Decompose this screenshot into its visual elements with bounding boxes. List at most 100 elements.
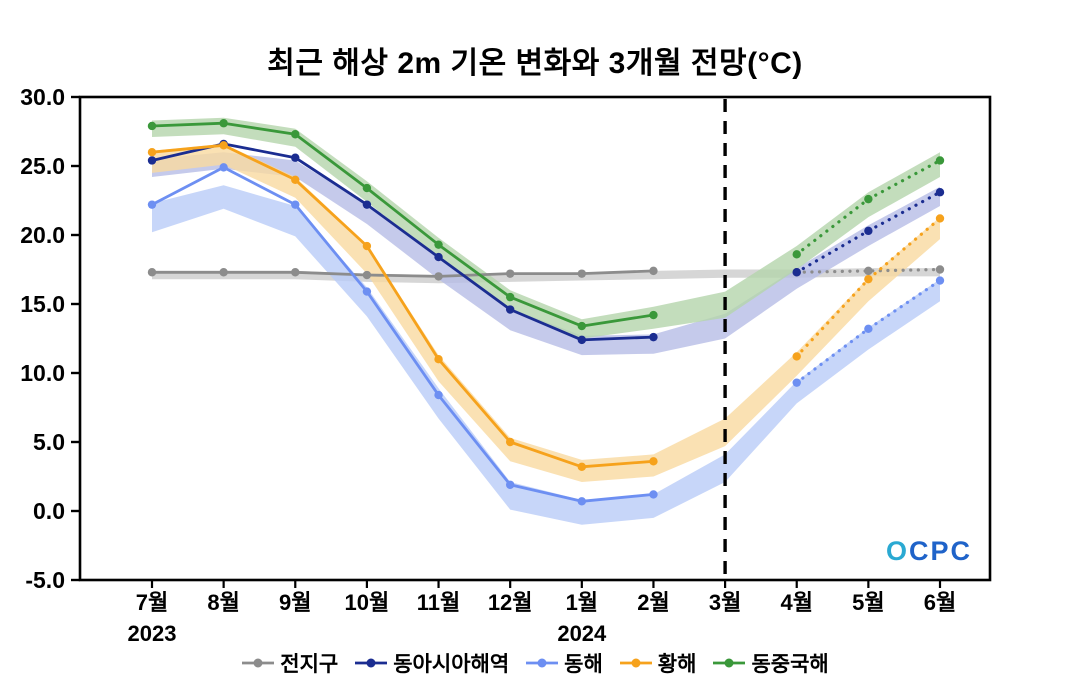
forecast-point-황해 <box>792 352 801 361</box>
point-동중국해 <box>649 310 658 320</box>
plot-border <box>78 95 992 582</box>
point-황해 <box>147 148 157 157</box>
point-동중국해 <box>362 183 372 193</box>
x-tick-label: 7월 <box>136 590 168 615</box>
forecast-point-동중국해 <box>864 194 873 204</box>
point-동중국해 <box>577 321 587 331</box>
forecast-point-황해 <box>935 214 945 223</box>
point-황해 <box>362 241 372 251</box>
legend-marker-icon <box>526 658 559 668</box>
y-tick-label: 15.0 <box>20 291 65 317</box>
point-동아시아해역 <box>649 332 658 342</box>
legend-item-황해: 황해 <box>619 648 697 678</box>
y-tick-label: 10.0 <box>20 360 65 386</box>
legend-marker-icon <box>355 658 388 668</box>
legend-marker-icon <box>713 658 746 668</box>
point-전지구 <box>577 269 587 278</box>
point-동중국해 <box>147 121 157 131</box>
x-tick-label: 6월 <box>924 590 956 615</box>
observed-line-동아시아해역 <box>151 142 654 342</box>
legend-item-동중국해: 동중국해 <box>712 648 829 678</box>
point-동해 <box>505 480 515 489</box>
point-전지구 <box>219 268 228 277</box>
x-tick-label: 5월 <box>852 590 884 615</box>
x-tick-label: 9월 <box>279 590 311 615</box>
point-황해 <box>219 141 228 150</box>
point-전지구 <box>147 268 157 277</box>
point-동중국해 <box>219 119 228 128</box>
forecast-point-전지구 <box>935 265 945 274</box>
point-전지구 <box>434 272 443 281</box>
y-tick-label: 25.0 <box>20 153 65 179</box>
point-동해 <box>219 163 228 172</box>
observed-line-동해 <box>151 165 654 503</box>
point-전지구 <box>362 270 372 280</box>
x-tick-label: 10월 <box>345 590 390 615</box>
forecast-point-동해 <box>864 324 873 334</box>
point-황해 <box>649 457 658 466</box>
x-tick-label: 8월 <box>207 590 239 615</box>
y-tick-label: -5.0 <box>25 567 65 593</box>
point-전지구 <box>649 266 658 276</box>
point-전지구 <box>291 268 300 277</box>
x-tick-label: 11월 <box>417 590 461 615</box>
y-tick-label: 20.0 <box>20 222 65 248</box>
forecast-point-동해 <box>792 378 801 387</box>
x-tick-label: 12월 <box>488 590 533 615</box>
legend-label: 전지구 <box>280 653 339 676</box>
point-황해 <box>505 437 515 447</box>
y-tick-label: 5.0 <box>33 429 65 455</box>
observed-line-전지구 <box>152 269 654 278</box>
forecast-point-동중국해 <box>935 156 945 165</box>
legend-item-전지구: 전지구 <box>241 648 338 678</box>
forecast-point-동해 <box>935 276 945 285</box>
point-동아시아해역 <box>434 252 443 262</box>
point-동아시아해역 <box>577 335 587 345</box>
x-tick-label: 2월 <box>637 590 669 615</box>
point-동아시아해역 <box>147 156 157 165</box>
point-동해 <box>649 490 658 499</box>
point-동아시아해역 <box>291 153 300 162</box>
point-동해 <box>147 200 157 209</box>
forecast-point-동아시아해역 <box>935 188 945 197</box>
point-황해 <box>434 355 443 364</box>
forecast-line-전지구 <box>795 267 942 274</box>
chart-title: 최근 해상 2m 기온 변화와 3개월 전망(°C) <box>267 47 803 80</box>
forecast-point-동아시아해역 <box>864 226 873 236</box>
point-동중국해 <box>505 292 515 302</box>
point-동중국해 <box>291 130 300 139</box>
point-동해 <box>362 287 372 296</box>
point-전지구 <box>505 269 515 278</box>
forecast-point-황해 <box>864 274 873 284</box>
chart-svg: -5.0 0.0 5.0 10.0 15.0 20.0 25.0 30.0 7월 8월 9월 10월 1… <box>20 84 992 646</box>
point-황해 <box>577 462 587 472</box>
legend-item-동해: 동해 <box>525 648 603 678</box>
forecast-point-전지구 <box>864 266 873 276</box>
x-tick-label: 1월 <box>566 590 598 615</box>
point-동해 <box>577 497 587 506</box>
forecast-point-동아시아해역 <box>792 268 801 277</box>
point-동아시아해역 <box>362 200 372 209</box>
legend-label: 동중국해 <box>751 653 829 676</box>
y-tick-label: 0.0 <box>33 498 65 524</box>
point-동해 <box>434 390 443 400</box>
legend-label: 동해 <box>564 653 603 676</box>
y-tick-label: 30.0 <box>20 84 65 110</box>
observed-line-동중국해 <box>151 121 654 328</box>
legend-item-동아시아해역: 동아시아해역 <box>354 648 509 678</box>
observed-line-황해 <box>151 143 654 469</box>
legend-label: 황해 <box>657 653 697 676</box>
x-tick-label: 4월 <box>780 590 812 615</box>
x-tick-label: 3월 <box>709 590 741 615</box>
year-label: 2023 <box>128 621 177 646</box>
legend-label: 동아시아해역 <box>393 653 510 676</box>
legend: 전지구 동아시아해역 동해 황해 동중국해 <box>0 648 1070 678</box>
legend-marker-icon <box>242 658 275 668</box>
point-동아시아해역 <box>505 305 515 314</box>
legend-marker-icon <box>619 658 652 668</box>
point-동해 <box>291 200 300 209</box>
year-label: 2024 <box>557 621 607 646</box>
point-동중국해 <box>434 240 443 249</box>
point-황해 <box>291 175 300 184</box>
